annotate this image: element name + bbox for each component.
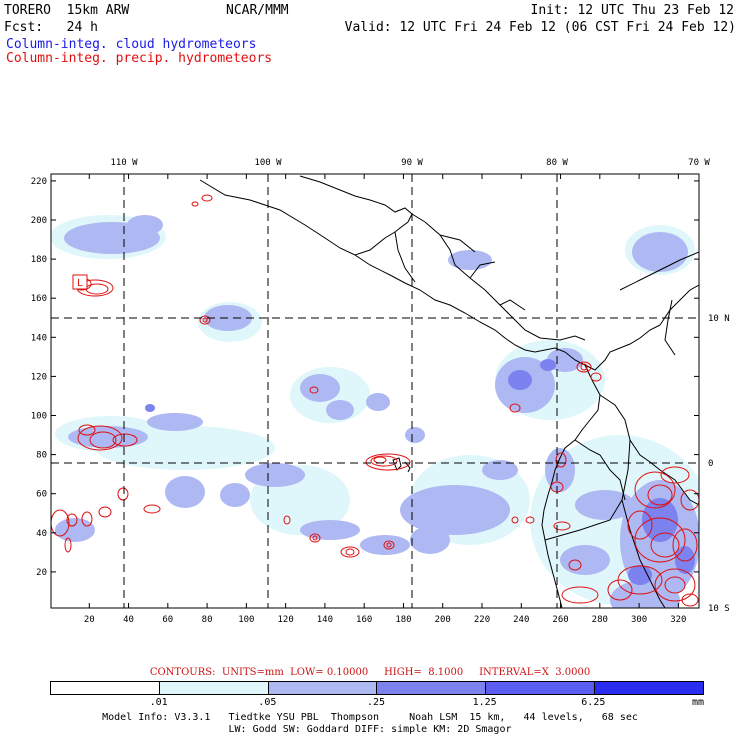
y-tick-label: 140	[31, 333, 47, 343]
latitude-labels: 10 N 0 10 S	[708, 314, 730, 614]
model-info-line1: Model Info: V3.3.1 Tiedtke YSU PBL Thomp…	[102, 712, 638, 723]
x-tick-label: 140	[317, 615, 333, 625]
low-marker-label: L	[77, 278, 83, 289]
plot-frame	[50, 173, 700, 609]
y-tick-label: 100	[31, 412, 47, 422]
y-tick-label: 160	[31, 294, 47, 304]
color-bar-label: 1.25	[472, 697, 497, 708]
color-bar-label: 6.25	[581, 697, 606, 708]
contour-info: CONTOURS: UNITS=mm LOW= 0.10000 HIGH= 8.…	[149, 667, 591, 678]
cloud-shading-medium	[55, 215, 699, 608]
x-axis-labels: 20 40 60 80 100 120 140 160 180 200 220 240 260 280 30…	[84, 615, 687, 625]
axis-ticks	[51, 174, 699, 608]
color-bar-segment	[595, 682, 703, 694]
x-tick-label: 180	[395, 615, 411, 625]
y-tick-label: 20	[36, 568, 47, 578]
latitude-label: 10 N	[708, 314, 730, 324]
longitude-label: 100 W	[254, 158, 282, 168]
model-name: TORERO 15km ARW	[4, 3, 130, 18]
color-bar-segment	[159, 682, 269, 694]
lat-lon-grid	[51, 174, 699, 608]
x-tick-label: 40	[123, 615, 134, 625]
x-tick-label: 280	[592, 615, 608, 625]
field-precip-label: Column-integ. precip. hydrometeors	[6, 51, 273, 66]
x-tick-label: 20	[84, 615, 95, 625]
color-bar-segment	[486, 682, 596, 694]
low-pressure-marker: L	[72, 274, 88, 290]
x-tick-label: 120	[278, 615, 294, 625]
longitude-label: 80 W	[546, 158, 568, 168]
color-bar-segment	[268, 682, 378, 694]
y-tick-label: 220	[31, 177, 47, 187]
precip-contours	[51, 194, 699, 607]
x-tick-label: 60	[162, 615, 173, 625]
longitude-labels: 110 W 100 W 90 W 80 W 70 W	[110, 158, 710, 168]
x-tick-label: 220	[474, 615, 490, 625]
x-tick-label: 300	[631, 615, 647, 625]
color-bar-label: .25	[366, 697, 386, 708]
latitude-label: 0	[708, 459, 713, 469]
y-tick-label: 180	[31, 255, 47, 265]
color-bar-unit: mm	[692, 697, 705, 708]
y-tick-label: 200	[31, 216, 47, 226]
y-axis-labels: 20 40 60 80 100 120 140 160 180 200 220	[31, 177, 47, 578]
field-cloud-label: Column-integ. cloud hydrometeors	[6, 37, 257, 52]
longitude-label: 110 W	[110, 158, 138, 168]
x-tick-label: 80	[202, 615, 213, 625]
forecast-hour: Fcst: 24 h	[4, 20, 98, 35]
x-tick-label: 260	[552, 615, 568, 625]
organization: NCAR/MMM	[226, 3, 289, 18]
color-bar	[50, 681, 704, 695]
longitude-label: 70 W	[688, 158, 710, 168]
x-tick-label: 240	[513, 615, 529, 625]
x-tick-label: 200	[435, 615, 451, 625]
y-tick-label: 40	[36, 529, 47, 539]
color-bar-label: .01	[149, 697, 168, 708]
color-bar-label: .05	[258, 697, 277, 708]
y-tick-label: 120	[31, 372, 47, 382]
x-tick-label: 100	[238, 615, 254, 625]
longitude-label: 90 W	[401, 158, 423, 168]
model-info-line2: LW: Godd SW: Goddard DIFF: simple KM: 2D…	[228, 724, 512, 735]
latitude-label: 10 S	[708, 604, 730, 614]
color-bar-segment	[377, 682, 487, 694]
y-tick-label: 60	[36, 490, 47, 500]
y-tick-label: 80	[36, 451, 47, 461]
color-bar-segment	[51, 682, 160, 694]
x-tick-label: 160	[356, 615, 372, 625]
valid-time: Valid: 12 UTC Fri 24 Feb 12 (06 CST Fri …	[344, 20, 736, 35]
x-tick-label: 320	[670, 615, 686, 625]
init-time: Init: 12 UTC Thu 23 Feb 12	[530, 3, 735, 18]
